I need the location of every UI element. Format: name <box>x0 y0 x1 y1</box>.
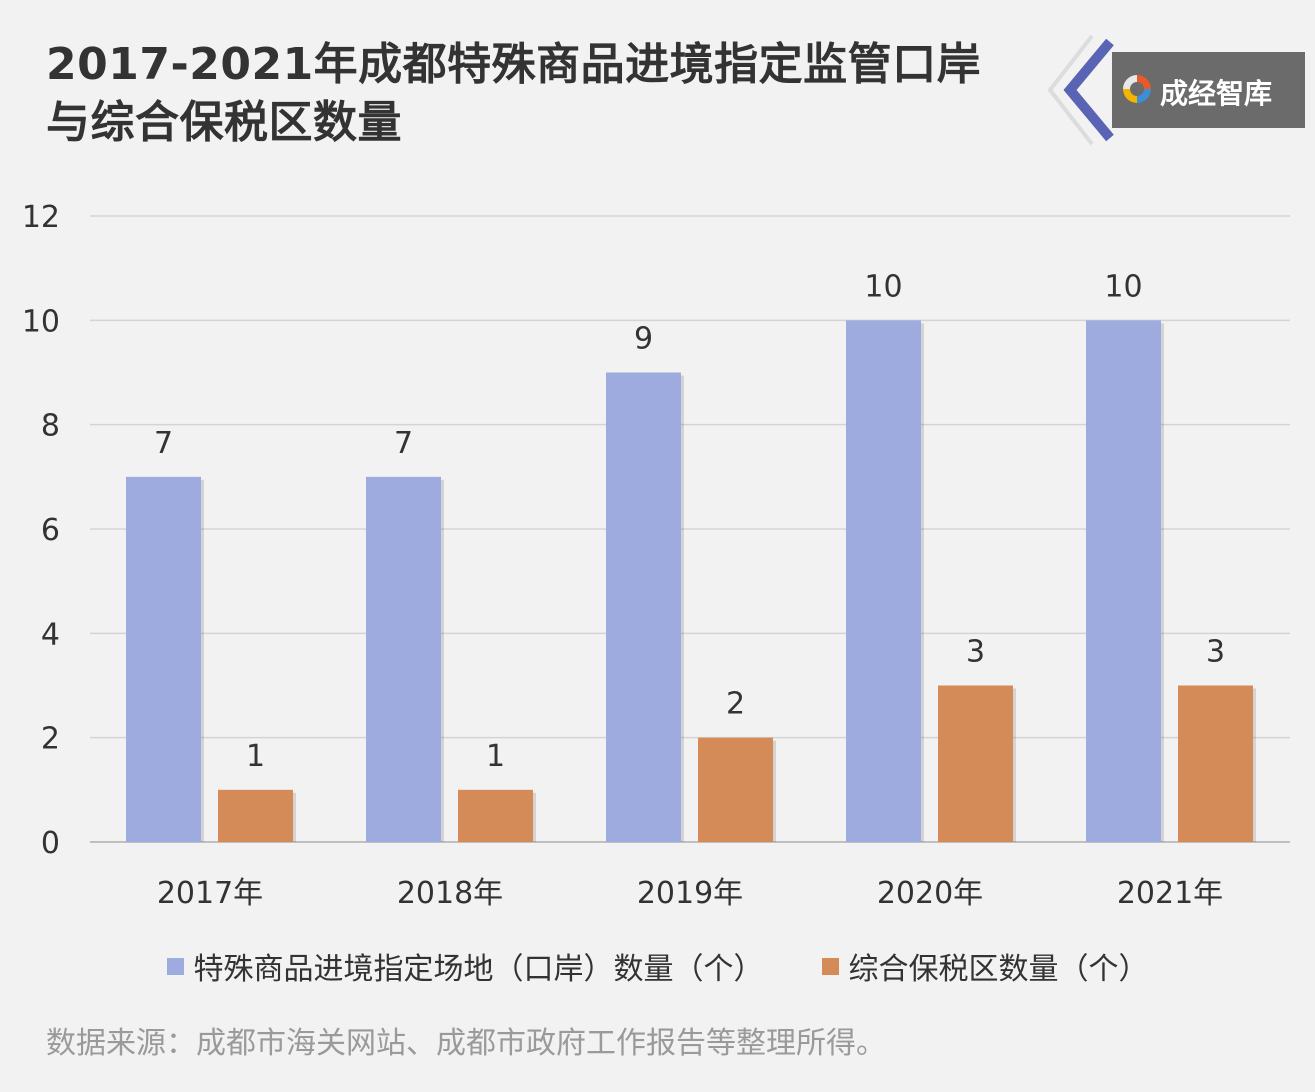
data-label: 10 <box>864 269 902 304</box>
x-tick-label: 2021年 <box>1117 876 1223 911</box>
title-line-2: 与综合保税区数量 <box>46 97 402 148</box>
data-label: 1 <box>486 739 505 774</box>
bar <box>366 476 441 842</box>
title-line-1: 2017-2021年成都特殊商品进境指定监管口岸 <box>46 39 982 90</box>
data-label: 3 <box>966 635 985 670</box>
legend-item: 综合保税区数量（个） <box>821 944 1149 988</box>
y-tick-label: 4 <box>41 617 60 652</box>
legend-label: 综合保税区数量（个） <box>848 952 1149 987</box>
logo-chevron-decoration <box>1047 34 1114 146</box>
y-tick-label: 6 <box>41 513 60 548</box>
x-tick-label: 2020年 <box>877 876 983 911</box>
bar <box>1178 685 1253 842</box>
bar-chart: 0 2 4 6 8 10 12 7 1 2017年 7 1 2018年 9 2 2019年 10 3 2020年 10… <box>22 200 1290 911</box>
bar <box>218 789 293 842</box>
x-tick-label: 2017年 <box>157 876 263 911</box>
bar <box>126 476 201 842</box>
data-label: 10 <box>1104 269 1142 304</box>
chart-legend: 特殊商品进境指定场地（口岸）数量（个） 综合保税区数量（个） <box>0 944 1315 988</box>
legend-item: 特殊商品进境指定场地（口岸）数量（个） <box>166 944 764 988</box>
data-label: 2 <box>726 687 745 722</box>
legend-swatch <box>821 957 839 975</box>
chart-title: 2017-2021年成都特殊商品进境指定监管口岸 与综合保税区数量 <box>46 36 981 152</box>
brand-swirl-icon <box>1123 75 1151 103</box>
y-tick-label: 8 <box>41 409 60 444</box>
data-source-note: 数据来源：成都市海关网站、成都市政府工作报告等整理所得。 <box>46 1026 886 1061</box>
data-label: 1 <box>246 739 265 774</box>
bar <box>938 685 1013 842</box>
bar <box>846 320 921 842</box>
data-label: 7 <box>154 426 173 461</box>
x-tick-label: 2019年 <box>637 876 743 911</box>
bar <box>1086 320 1161 842</box>
bar <box>458 789 533 842</box>
data-label: 3 <box>1206 635 1225 670</box>
x-tick-label: 2018年 <box>397 876 503 911</box>
data-label: 9 <box>634 322 653 357</box>
brand-logo: 成经智库 <box>1040 30 1310 150</box>
y-tick-label: 2 <box>41 722 60 757</box>
bar <box>606 372 681 842</box>
y-tick-label: 10 <box>22 304 60 339</box>
y-tick-label: 0 <box>41 826 60 861</box>
legend-label: 特殊商品进境指定场地（口岸）数量（个） <box>193 952 764 987</box>
logo-box: 成经智库 <box>1112 52 1305 128</box>
bar <box>698 737 773 842</box>
logo-text: 成经智库 <box>1160 77 1273 110</box>
legend-swatch <box>166 957 184 975</box>
data-label: 7 <box>394 426 413 461</box>
y-tick-label: 12 <box>22 200 60 235</box>
